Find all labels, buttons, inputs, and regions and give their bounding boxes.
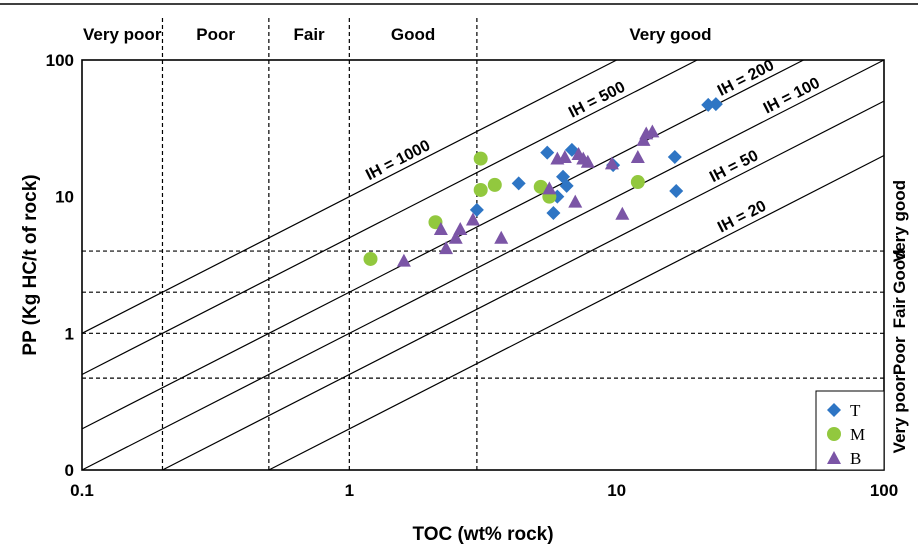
pp-category-label: Fair — [890, 297, 909, 329]
data-point-T — [559, 178, 574, 193]
ih-line-label: IH = 20 — [715, 198, 769, 237]
data-point-M — [473, 151, 488, 166]
legend-label-B: B — [850, 449, 861, 468]
legend-marker-B — [827, 451, 841, 464]
y-tick-label: 100 — [46, 51, 74, 70]
pp-category-label: Very good — [890, 180, 909, 262]
legend-marker-M — [827, 427, 841, 441]
data-point-M — [630, 175, 645, 190]
x-tick-label: 0.1 — [70, 481, 94, 500]
data-point-B — [568, 194, 583, 208]
data-point-B — [615, 206, 630, 220]
x-tick-label: 100 — [870, 481, 898, 500]
y-tick-label: 1 — [65, 324, 74, 343]
x-axis-title: TOC (wt% rock) — [412, 524, 553, 545]
legend-label-T: T — [850, 401, 861, 420]
toc-category-label: Very good — [629, 25, 711, 44]
data-point-B — [396, 253, 411, 267]
data-point-B — [630, 150, 645, 163]
ih-line — [268, 154, 885, 471]
data-point-M — [487, 177, 502, 192]
toc-category-label: Very poor — [83, 25, 162, 44]
data-point-T — [708, 97, 723, 112]
data-point-B — [439, 241, 454, 255]
toc-category-label: Good — [391, 25, 435, 44]
data-point-B — [453, 221, 468, 235]
legend: TMB — [815, 390, 885, 471]
pp-category-label: Very poor — [890, 375, 909, 454]
data-point-B — [465, 212, 480, 226]
ih-line-label: IH = 50 — [707, 147, 761, 186]
ih-line-label: IH = 1000 — [363, 137, 433, 184]
y-tick-label: 0 — [65, 461, 74, 480]
ih-line — [81, 59, 885, 471]
x-tick-label: 1 — [345, 481, 354, 500]
ih-line — [81, 59, 617, 334]
ih-line — [81, 59, 698, 376]
legend-marker-T — [827, 403, 841, 417]
toc-category-label: Fair — [294, 25, 326, 44]
ih-line — [162, 100, 885, 471]
data-point-M — [473, 182, 488, 197]
data-point-B — [542, 181, 557, 195]
series-B — [396, 124, 660, 267]
data-point-B — [448, 230, 463, 244]
pp-category-label: Poor — [890, 336, 909, 375]
data-point-T — [669, 184, 684, 199]
data-point-B — [580, 154, 595, 168]
data-point-T — [540, 145, 555, 160]
data-point-B — [494, 230, 509, 244]
data-point-B — [645, 124, 660, 138]
data-point-T — [546, 205, 561, 220]
y-tick-label: 10 — [55, 188, 74, 207]
data-point-T — [667, 150, 682, 165]
legend-box — [815, 390, 885, 471]
data-point-T — [511, 176, 526, 191]
data-point-M — [533, 179, 548, 194]
x-tick-label: 10 — [607, 481, 626, 500]
plot-frame — [81, 59, 885, 471]
data-point-B — [636, 132, 651, 146]
ih-line — [81, 59, 804, 430]
data-point-B — [433, 221, 448, 235]
data-point-B — [557, 150, 572, 163]
data-point-B — [604, 156, 619, 170]
data-point-T — [701, 97, 716, 112]
series-T — [469, 97, 723, 220]
pp-category-label: Good — [890, 249, 909, 293]
y-axis-title: PP (Kg HC/t of rock) — [20, 174, 41, 355]
data-point-M — [363, 251, 378, 266]
legend-label-M: M — [850, 425, 865, 444]
toc-category-label: Poor — [196, 25, 235, 44]
